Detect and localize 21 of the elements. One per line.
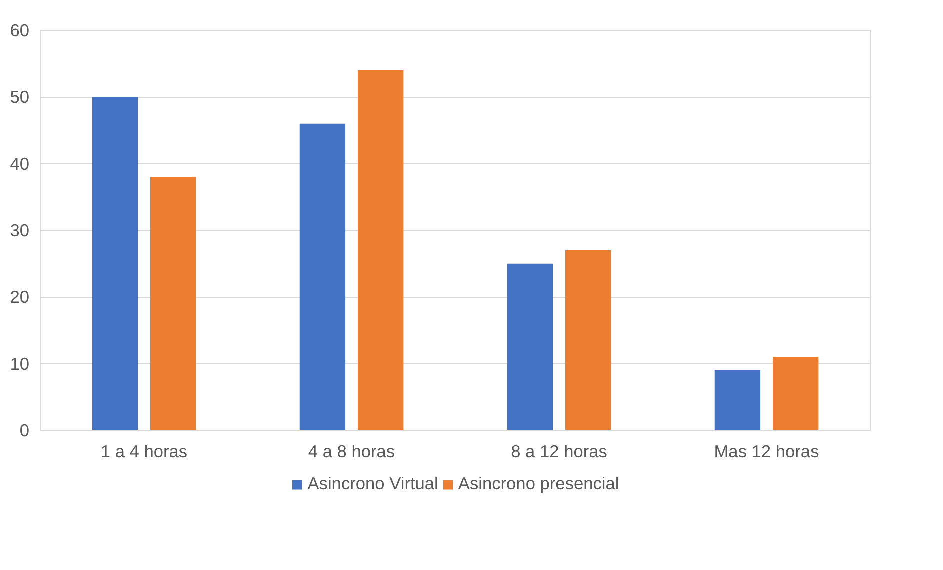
y-tick-label: 10	[10, 354, 30, 374]
x-tick-label: 1 a 4 horas	[100, 442, 188, 462]
y-tick-label: 40	[10, 154, 30, 174]
bar	[358, 70, 404, 430]
legend-label: Asincrono presencial	[458, 474, 620, 494]
bar	[772, 357, 819, 430]
y-tick-label: 50	[10, 87, 30, 108]
y-tick-label: 30	[10, 220, 30, 240]
y-tick-label: 20	[10, 287, 30, 308]
bar	[714, 370, 761, 430]
y-tick-label: 0	[20, 420, 30, 440]
bar	[150, 177, 196, 430]
bar	[300, 124, 346, 430]
y-tick-label: 60	[10, 20, 30, 40]
x-tick-label: Mas 12 horas	[714, 442, 820, 462]
x-tick-label: 4 a 8 horas	[308, 442, 396, 462]
bar	[565, 250, 612, 430]
x-tick-label: 8 a 12 horas	[511, 442, 608, 462]
legend-label: Asincrono Virtual	[308, 474, 438, 494]
bar	[92, 97, 138, 430]
bar	[507, 264, 554, 430]
